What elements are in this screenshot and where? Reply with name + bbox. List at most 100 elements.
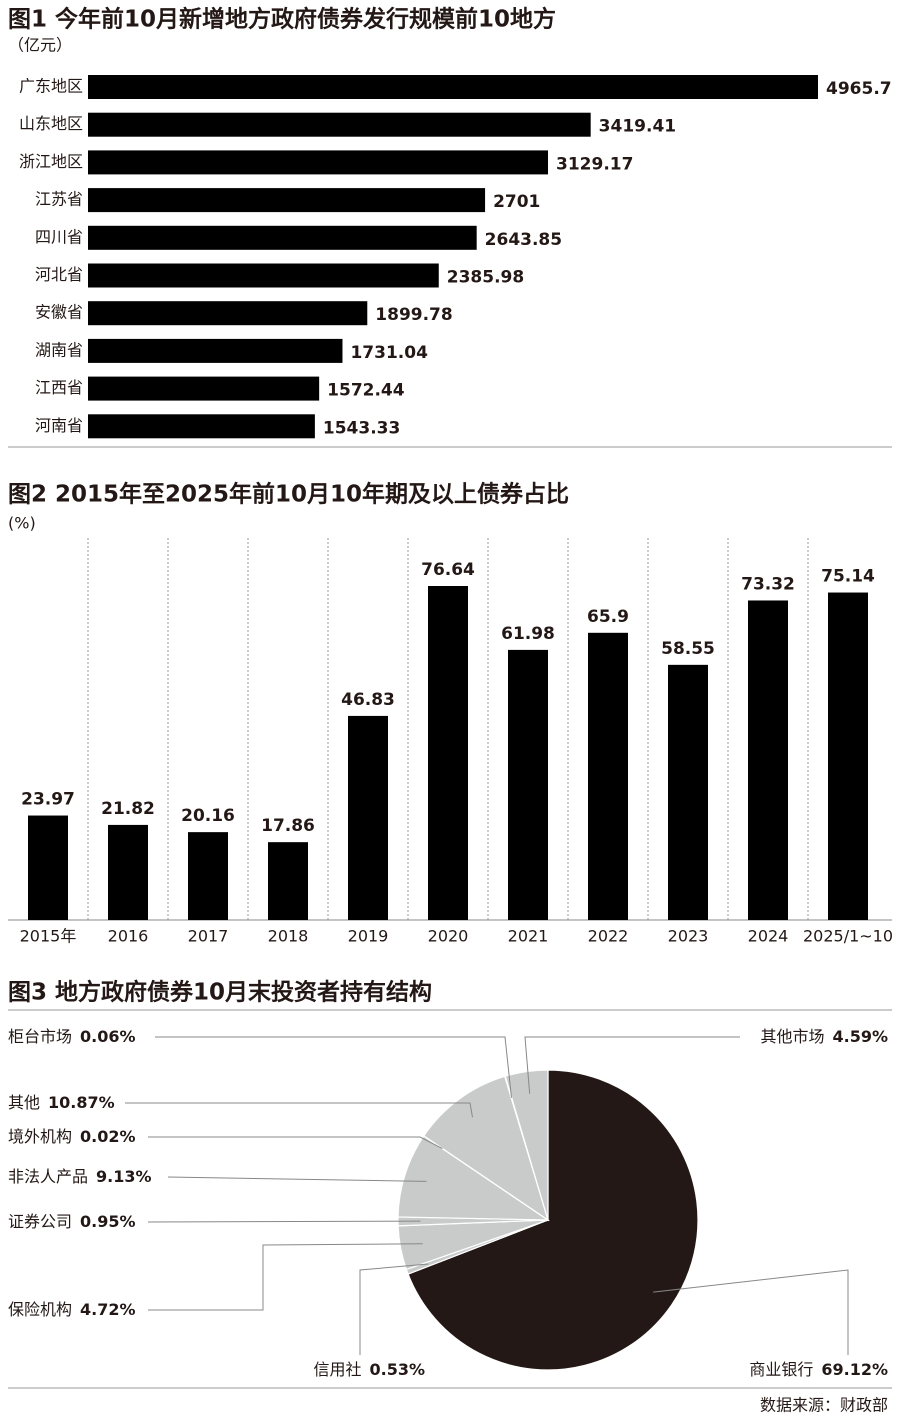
slice-label: 境外机构 0.02% (8, 1127, 136, 1146)
category-label: 非法人产品 (8, 1167, 88, 1186)
value-label: 69.12% (821, 1360, 888, 1379)
value-label: 9.13% (96, 1167, 152, 1186)
x-tick-label: 2015年 (20, 927, 77, 946)
category-label: 河南省 (35, 416, 83, 435)
leader-line (155, 1036, 513, 1098)
bar (88, 301, 368, 326)
x-tick-label: 2022 (588, 927, 629, 946)
value-label: 23.97 (21, 790, 75, 810)
leader-line (167, 1176, 427, 1182)
bar (88, 414, 315, 439)
value-label: 1572.44 (327, 381, 405, 401)
value-label: 3419.41 (599, 117, 676, 137)
value-label: 0.95% (80, 1212, 136, 1231)
category-label: 商业银行 (749, 1360, 813, 1379)
value-label: 20.16 (181, 806, 235, 826)
bar (88, 225, 477, 250)
leader-line (125, 1102, 473, 1118)
leader-line (359, 1263, 429, 1355)
value-label: 4.59% (832, 1027, 888, 1046)
leader-line (524, 1036, 740, 1094)
bar (588, 632, 628, 920)
value-label: 76.64 (421, 560, 475, 580)
bar (428, 586, 468, 920)
x-tick-label: 2016 (108, 927, 149, 946)
bar (268, 842, 308, 920)
unit-label: (%) (8, 514, 36, 533)
value-label: 4965.7 (826, 79, 892, 99)
bar (668, 664, 708, 920)
value-label: 2385.98 (447, 268, 524, 288)
bar (28, 815, 68, 920)
slice-label: 其他市场 4.59% (760, 1027, 888, 1046)
x-tick-label: 2021 (508, 927, 549, 946)
value-label: 17.86 (261, 816, 315, 836)
category-label: 广东地区 (19, 77, 83, 96)
slice-label: 商业银行 69.12% (749, 1360, 888, 1379)
category-label: 境外机构 (8, 1127, 72, 1146)
category-label: 浙江地区 (19, 152, 83, 171)
x-tick-label: 2025/1~10 (803, 927, 893, 946)
bar (828, 592, 868, 920)
value-label: 21.82 (101, 799, 155, 819)
value-label: 0.53% (369, 1360, 425, 1379)
chart-title: 图3 地方政府债券10月末投资者持有结构 (8, 979, 432, 1006)
value-label: 1899.78 (375, 305, 452, 325)
slice-label: 柜台市场 0.06% (8, 1027, 136, 1046)
bar (88, 338, 343, 363)
value-label: 61.98 (501, 624, 555, 644)
value-label: 1543.33 (323, 418, 400, 438)
chart-title: 图2 2015年至2025年前10月10年期及以上债券占比 (8, 481, 569, 508)
leader-line (148, 1243, 423, 1311)
bar (88, 150, 549, 175)
category-label: 河北省 (35, 265, 83, 284)
x-tick-label: 2020 (428, 927, 469, 946)
x-tick-label: 2023 (668, 927, 709, 946)
leader-line (147, 1220, 421, 1223)
category-label: 安徽省 (35, 303, 83, 322)
bar (508, 649, 548, 920)
bar (748, 600, 788, 920)
value-label: 0.06% (80, 1027, 136, 1046)
category-label: 信用社 (313, 1360, 361, 1379)
pie-slice (397, 1135, 551, 1221)
category-label: 四川省 (35, 227, 83, 246)
chart-title: 图1 今年前10月新增地方政府债券发行规模前10地方 (8, 6, 556, 33)
slice-label: 保险机构 4.72% (8, 1300, 136, 1319)
value-label: 10.87% (48, 1093, 115, 1112)
value-label: 65.9 (587, 607, 629, 627)
bar (88, 376, 320, 401)
bar (108, 824, 148, 920)
slice-label: 其他 10.87% (8, 1093, 115, 1112)
bar (88, 188, 486, 213)
pie-slice (407, 1069, 699, 1371)
value-label: 58.55 (661, 639, 715, 659)
category-label: 山东地区 (19, 114, 83, 133)
category-label: 柜台市场 (8, 1027, 72, 1046)
value-label: 1731.04 (350, 343, 428, 363)
x-tick-label: 2024 (748, 927, 789, 946)
value-label: 3129.17 (556, 154, 633, 174)
category-label: 证券公司 (8, 1212, 72, 1231)
bar (348, 715, 388, 920)
x-tick-label: 2017 (188, 927, 229, 946)
category-label: 湖南省 (35, 340, 83, 359)
leader-line (653, 1269, 849, 1355)
category-label: 江西省 (35, 378, 83, 397)
slice-label: 信用社 0.53% (313, 1360, 425, 1379)
value-label: 0.02% (80, 1127, 136, 1146)
category-label: 其他 (8, 1093, 40, 1112)
bar (88, 75, 818, 99)
bar (88, 263, 439, 288)
unit-label: （亿元） (8, 36, 72, 55)
slice-label: 证券公司 0.95% (8, 1212, 136, 1231)
value-label: 46.83 (341, 690, 395, 710)
leader-line (148, 1136, 443, 1149)
x-tick-label: 2019 (348, 927, 389, 946)
category-label: 江苏省 (35, 190, 83, 209)
x-tick-label: 2018 (268, 927, 309, 946)
value-label: 2643.85 (485, 230, 562, 250)
pie-slice (422, 1075, 550, 1222)
pie-slice (504, 1069, 549, 1221)
